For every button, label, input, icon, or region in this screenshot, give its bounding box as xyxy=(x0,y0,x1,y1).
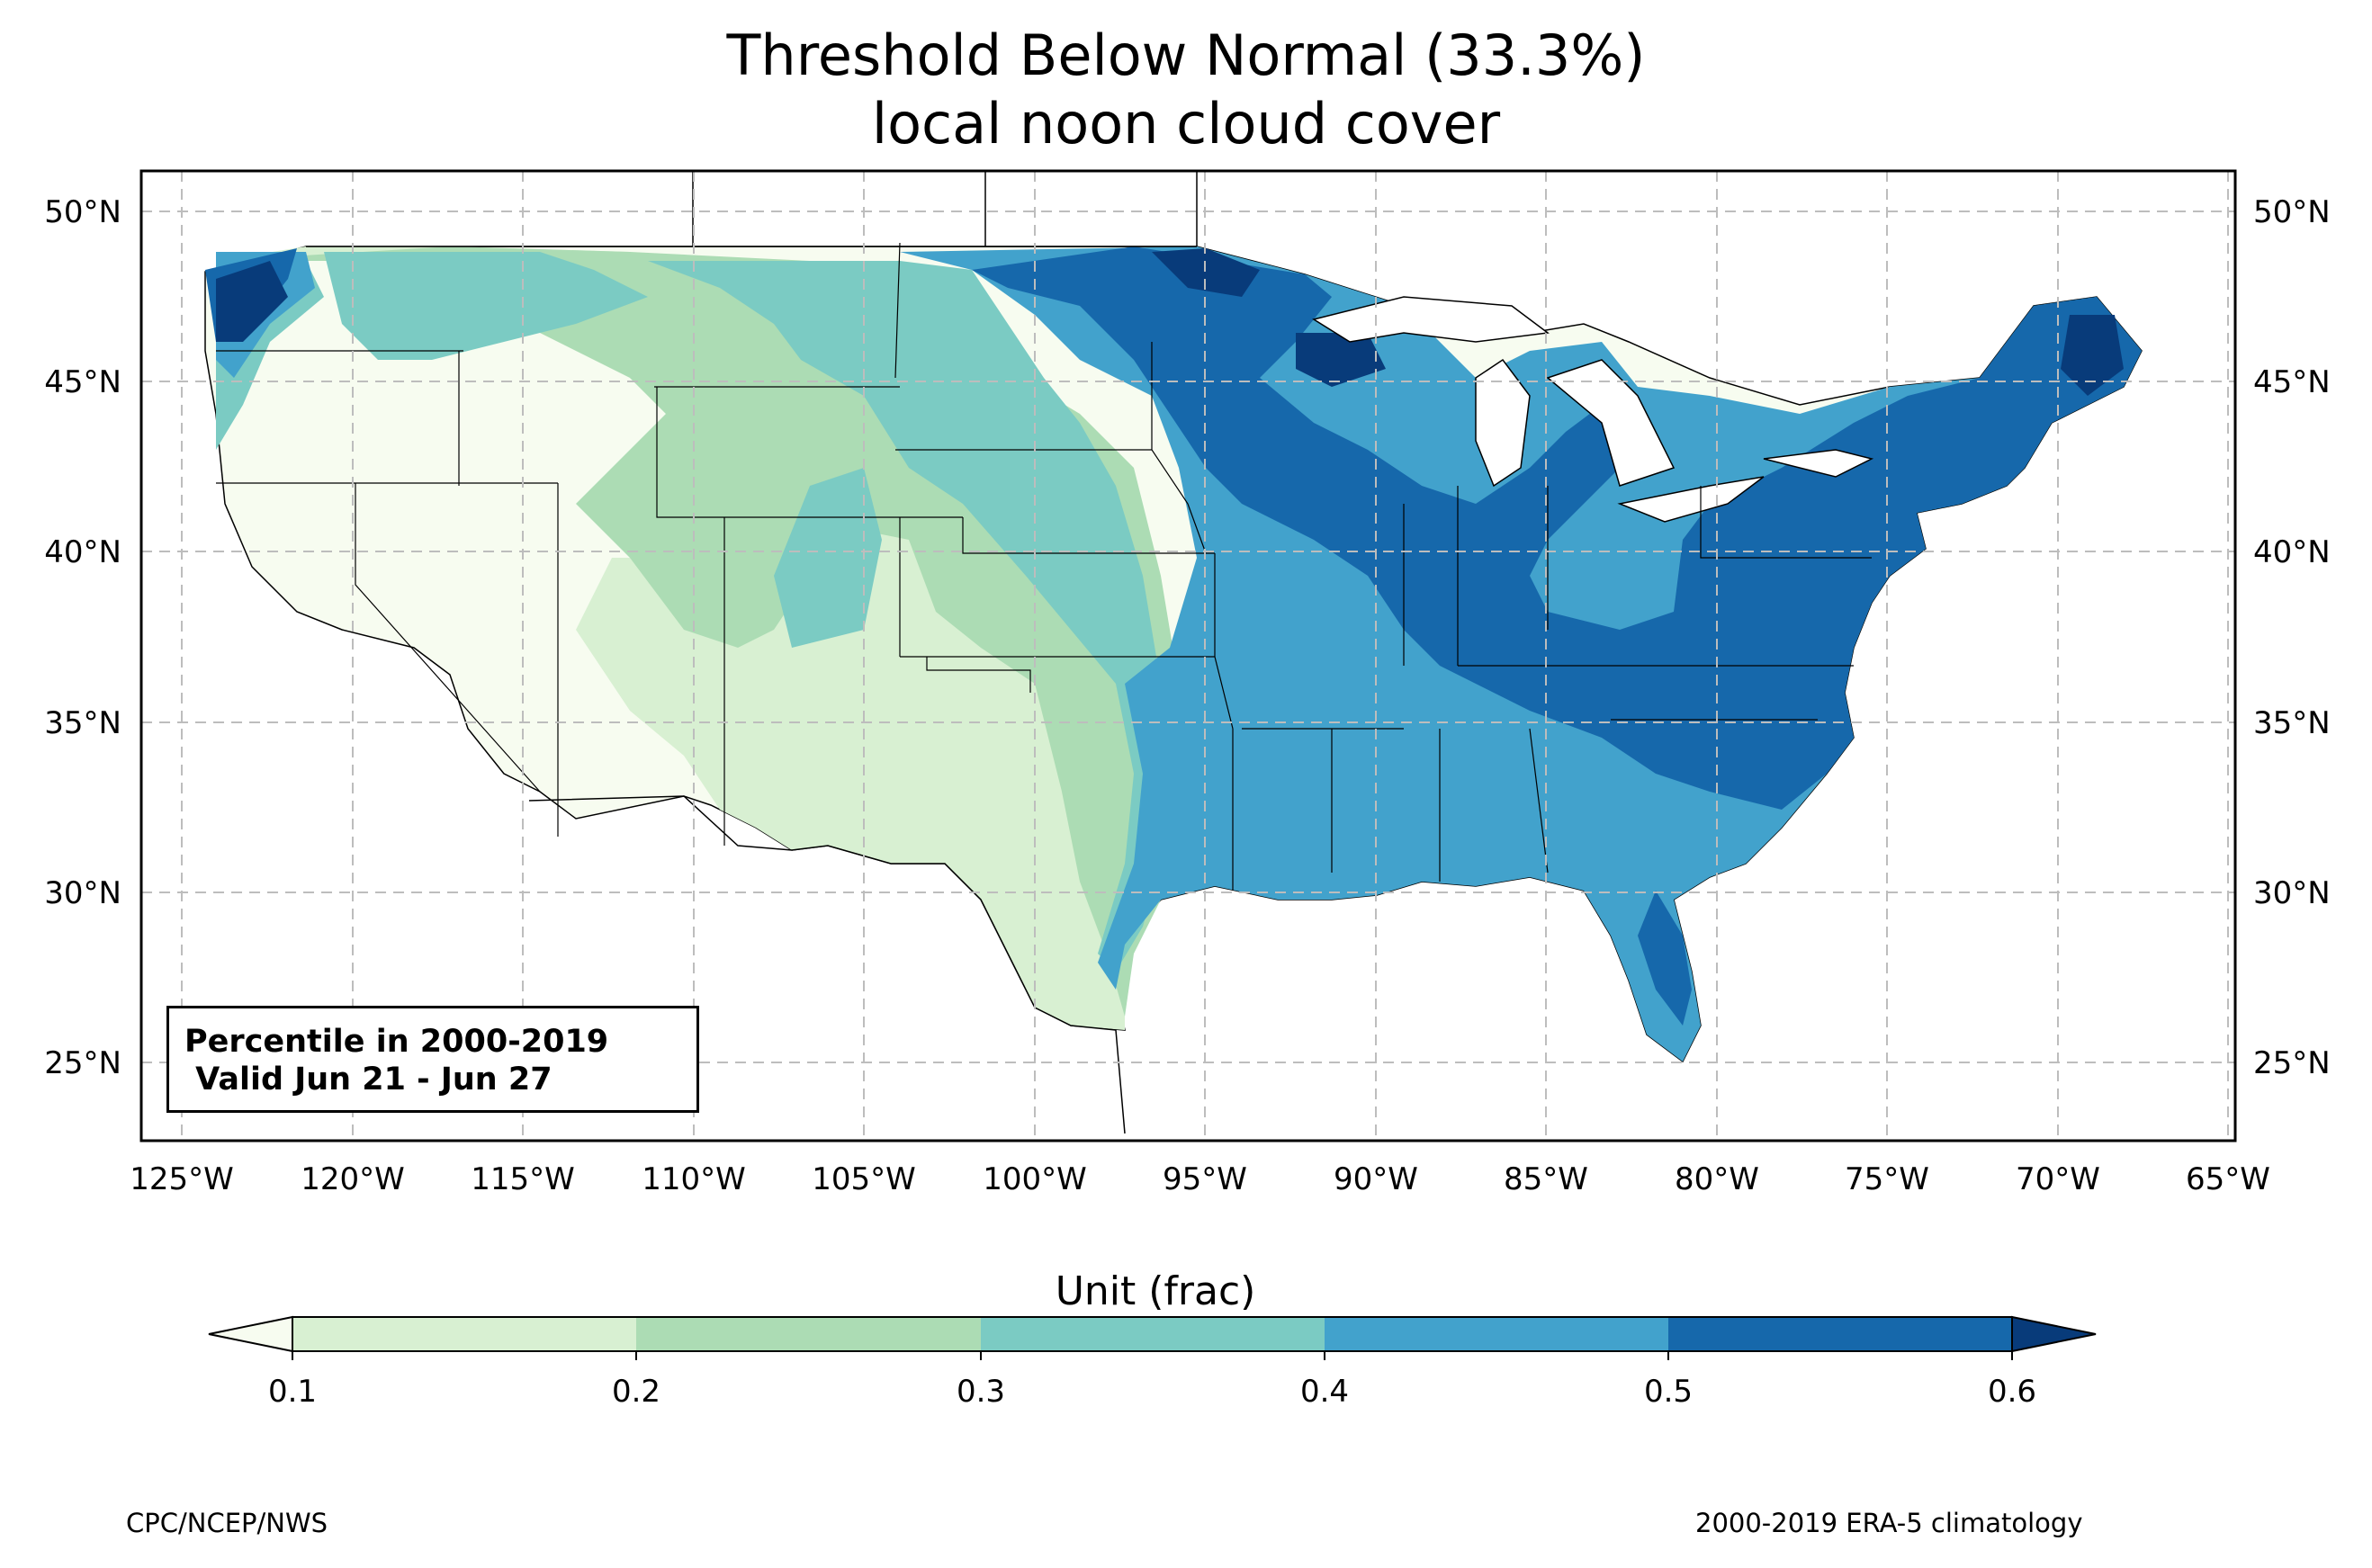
lat-tick: 50°N xyxy=(2253,194,2331,230)
lat-tick: 25°N xyxy=(2253,1045,2331,1081)
colorbar: 0.1 0.2 0.3 0.4 0.5 0.6 xyxy=(208,1315,2097,1410)
info-box-line: Valid Jun 21 - Jun 27 xyxy=(184,1062,553,1098)
colorbar-max-extend xyxy=(2011,1315,2097,1353)
lon-tick: 95°W xyxy=(1163,1161,1247,1197)
colorbar-ticks xyxy=(292,1351,2013,1360)
info-box-line: Percentile in 2000-2019 xyxy=(184,1024,609,1060)
lon-tick: 100°W xyxy=(983,1161,1087,1197)
cloud-bin-0-5 xyxy=(205,246,2142,1026)
cloud-bin-0-3 xyxy=(216,252,1170,972)
lon-tick: 105°W xyxy=(812,1161,916,1197)
colorbar-title: Unit (frac) xyxy=(1055,1268,1256,1314)
great-lakes xyxy=(1312,296,1874,523)
colorbar-tick-label: 0.3 xyxy=(957,1374,1005,1410)
credit-right: 2000-2019 ERA-5 climatology xyxy=(1695,1508,2083,1538)
colorbar-bin xyxy=(1668,1317,2012,1351)
map-frame xyxy=(139,169,2237,1142)
lon-tick: 70°W xyxy=(2016,1161,2100,1197)
chart-subtitle: local noon cloud cover xyxy=(871,91,1501,157)
colorbar-frame xyxy=(292,1316,2013,1352)
lat-tick: 35°N xyxy=(2253,705,2331,741)
lat-axis-labels-left: 50°N 45°N 40°N 35°N 30°N 25°N xyxy=(44,194,121,1081)
lon-tick: 90°W xyxy=(1334,1161,1418,1197)
lon-tick: 120°W xyxy=(301,1161,405,1197)
colorbar-bin xyxy=(1325,1317,1668,1351)
colorbar-tick-label: 0.2 xyxy=(612,1374,660,1410)
lon-tick: 125°W xyxy=(130,1161,234,1197)
colorbar-min-extend xyxy=(208,1315,293,1353)
lat-tick: 45°N xyxy=(2253,364,2331,400)
lat-tick: 30°N xyxy=(44,875,121,911)
colorbar-tick-label: 0.4 xyxy=(1300,1374,1349,1410)
colorbar-bin xyxy=(292,1317,636,1351)
colorbar-tick-label: 0.1 xyxy=(268,1374,317,1410)
info-box: Percentile in 2000-2019 Valid Jun 21 - J… xyxy=(166,1006,699,1113)
lon-tick: 115°W xyxy=(471,1161,575,1197)
lon-tick: 65°W xyxy=(2186,1161,2270,1197)
lon-tick: 75°W xyxy=(1845,1161,1929,1197)
credit-left: CPC/NCEP/NWS xyxy=(126,1508,328,1538)
lat-tick: 35°N xyxy=(44,705,121,741)
lon-tick: 110°W xyxy=(642,1161,746,1197)
lon-tick: 80°W xyxy=(1675,1161,1759,1197)
lat-tick: 30°N xyxy=(2253,875,2331,911)
lon-axis-labels: 125°W 120°W 115°W 110°W 105°W 100°W 95°W… xyxy=(130,1161,2270,1197)
lat-tick: 25°N xyxy=(44,1045,121,1081)
lat-tick: 45°N xyxy=(44,364,121,400)
colorbar-bin xyxy=(981,1317,1325,1351)
chart-title: Threshold Below Normal (33.3%) xyxy=(726,22,1646,88)
colorbar-tick-label: 0.6 xyxy=(1988,1374,2036,1410)
colorbar-bin xyxy=(636,1317,981,1351)
lon-tick: 85°W xyxy=(1504,1161,1588,1197)
colorbar-tick-label: 0.5 xyxy=(1644,1374,1693,1410)
lat-axis-labels-right: 50°N 45°N 40°N 35°N 30°N 25°N xyxy=(2253,194,2331,1081)
lat-tick: 40°N xyxy=(2253,534,2331,570)
map-plot-area xyxy=(141,171,2235,1141)
lat-tick: 50°N xyxy=(44,194,121,230)
lat-tick: 40°N xyxy=(44,534,121,570)
state-boundaries xyxy=(216,242,1872,891)
